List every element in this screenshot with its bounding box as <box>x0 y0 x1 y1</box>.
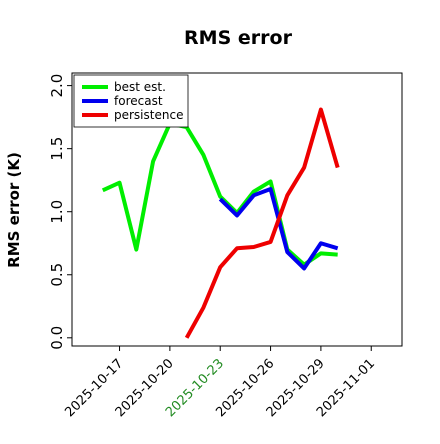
y-tick-label: 1.0 <box>48 200 66 224</box>
legend-label: persistence <box>114 108 183 122</box>
y-tick-label: 0.5 <box>48 263 66 287</box>
y-axis-label: RMS error (K) <box>5 152 23 268</box>
legend-label: forecast <box>114 94 163 108</box>
chart-title: RMS error <box>184 27 293 49</box>
y-tick-label: 0.0 <box>48 326 66 350</box>
series-line <box>218 187 339 271</box>
y-tick-label: 2.0 <box>48 74 66 98</box>
plot-frame <box>71 72 403 347</box>
series-line <box>184 107 340 339</box>
series-line <box>101 121 338 267</box>
y-tick-label: 1.5 <box>48 137 66 161</box>
legend-label: best est. <box>114 80 166 94</box>
